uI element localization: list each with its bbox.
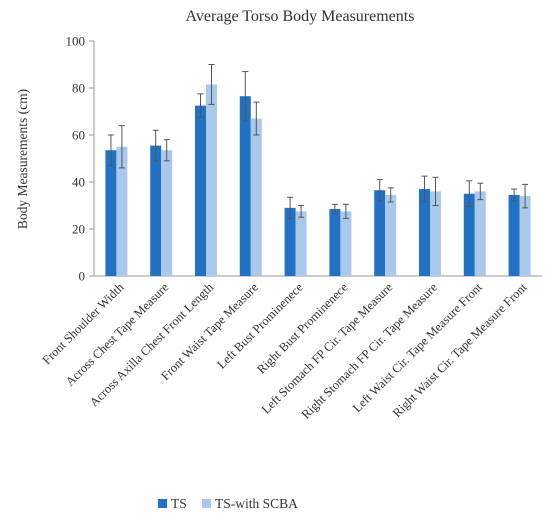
category-group (239, 71, 262, 276)
legend-swatch (202, 499, 211, 508)
y-tick-label: 100 (66, 34, 86, 49)
bar (508, 194, 520, 276)
category-group (150, 129, 173, 276)
bar (419, 189, 430, 276)
category-group (463, 180, 486, 276)
category-group (374, 179, 397, 276)
y-tick-label: 20 (72, 222, 85, 237)
bar (474, 191, 486, 276)
x-tick-label: Left Bust Prominenece (214, 280, 306, 372)
bar (195, 105, 206, 276)
category-group (105, 125, 128, 276)
bar (116, 146, 128, 276)
category-group (419, 175, 441, 276)
bar (430, 191, 441, 276)
bar (239, 96, 251, 276)
category-group (508, 183, 531, 276)
bar (385, 194, 397, 276)
category-group (284, 196, 307, 276)
x-tick-label: Front Shoulder Width (40, 280, 127, 367)
bar (374, 190, 386, 276)
legend-swatch (158, 499, 167, 508)
bar (250, 118, 262, 276)
category-group (329, 203, 352, 276)
bar (105, 150, 117, 276)
legend-label: TS-with SCBA (215, 496, 298, 511)
y-tick-label: 0 (79, 269, 86, 284)
y-tick-label: 80 (72, 81, 85, 96)
y-axis-label: Body Measurements (cm) (15, 89, 30, 229)
chart-title: Average Torso Body Measurements (186, 8, 415, 25)
bar (150, 145, 162, 276)
bar (340, 211, 352, 276)
bar (161, 150, 173, 276)
bar (463, 193, 475, 276)
y-tick-label: 60 (72, 128, 85, 143)
category-group (195, 64, 217, 276)
bar (284, 207, 296, 276)
legend-label: TS (171, 496, 187, 511)
bar (329, 209, 341, 276)
bar (519, 196, 531, 276)
y-tick-label: 40 (72, 175, 85, 190)
bar (206, 84, 217, 276)
bar (295, 211, 307, 276)
legend: TS TS-with SCBA (158, 496, 298, 511)
